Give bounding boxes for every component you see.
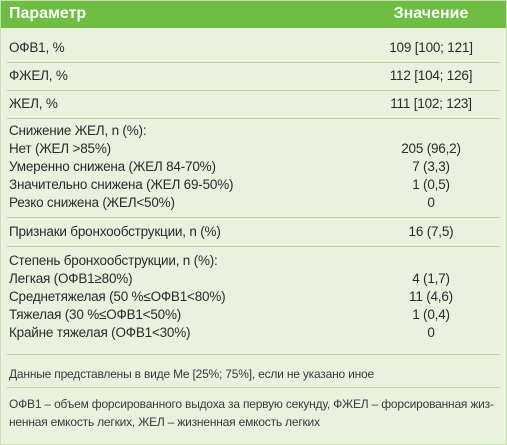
table-header: Параметр Значение (1, 1, 506, 28)
row-value: 0 (427, 195, 435, 210)
row-label: Крайне тяжелая (ОФВ1<30%) (9, 325, 191, 340)
row-divider (7, 217, 500, 218)
group-title-label: Снижение ЖЕЛ, n (%): (9, 123, 147, 138)
row-divider (7, 387, 500, 388)
row-label: Признаки бронхообструкции, n (%) (9, 224, 221, 239)
footnote-data-format: Данные представлены в виде Me [25%; 75%]… (9, 367, 374, 381)
footnote-abbreviations-line1: ОФВ1 – объем форсированного выдоха за пе… (9, 397, 494, 411)
row-label: Нет (ЖЕЛ >85%) (9, 141, 111, 156)
row-value: 1 (0,4) (412, 307, 450, 322)
footnote-abbreviations-line2: ненная емкость легких, ЖЕЛ – жизненная е… (9, 415, 320, 429)
row-value: 111 [102; 123] (390, 96, 472, 111)
row-label: Среднетяжелая (50 %≤ОФВ1<80%) (9, 289, 226, 304)
row-value: 11 (4,6) (409, 289, 453, 304)
row-label: Резко снижена (ЖЕЛ<50%) (9, 195, 175, 210)
row-value: 205 (96,2) (401, 141, 461, 156)
row-value: 112 [104; 126] (389, 68, 473, 83)
row-value: 4 (1,7) (412, 271, 450, 286)
row-value: 109 [100; 121] (389, 40, 473, 55)
row-label: Умеренно снижена (ЖЕЛ 84-70%) (9, 159, 216, 174)
row-label: Легкая (ОФВ1≥80%) (9, 271, 133, 286)
row-label: Тяжелая (30 %≤ОФВ1<50%) (9, 307, 182, 322)
row-divider (7, 118, 500, 119)
row-value: 1 (0,5) (412, 177, 450, 192)
row-label: ЖЕЛ, % (9, 96, 58, 111)
group-title-label: Степень бронхообструкции, n (%): (9, 253, 218, 268)
column-header-value: Значение (393, 5, 469, 22)
row-divider (7, 354, 500, 355)
column-header-parameter: Параметр (9, 5, 87, 22)
row-divider (7, 90, 500, 91)
row-label: Значительно снижена (ЖЕЛ 69-50%) (9, 177, 234, 192)
row-value: 0 (427, 325, 435, 340)
row-value: 16 (7,5) (408, 224, 454, 239)
row-divider (7, 62, 500, 63)
row-value: 7 (3,3) (412, 159, 450, 174)
row-divider (7, 246, 500, 247)
row-label: ОФВ1, % (9, 40, 65, 55)
row-label: ФЖЕЛ, % (9, 68, 68, 83)
